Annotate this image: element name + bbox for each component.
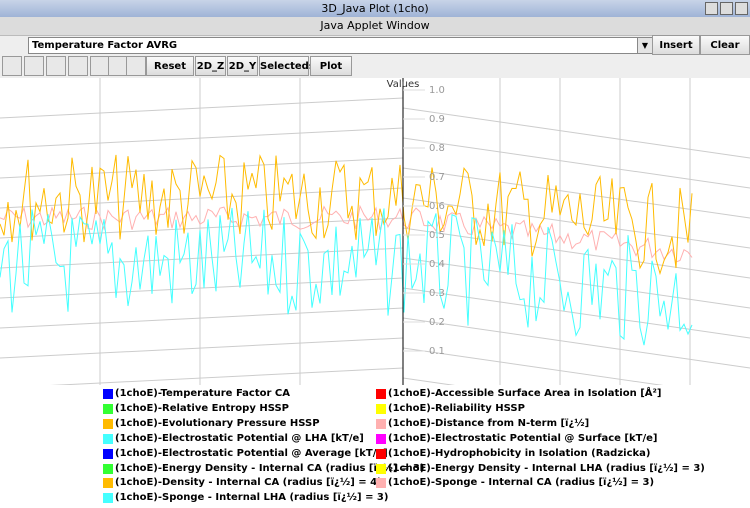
- legend-entry[interactable]: (1choE)-Temperature Factor CA: [115, 388, 290, 399]
- zoom-in-tool[interactable]: [24, 56, 44, 76]
- legend-swatch: [376, 463, 386, 474]
- tick-label: 0.7: [429, 172, 445, 183]
- grid-line: [402, 167, 750, 219]
- grid-line: [0, 187, 404, 209]
- plot-trace: [0, 207, 693, 346]
- move-tool[interactable]: [68, 56, 88, 76]
- legend-swatch: [376, 433, 386, 444]
- zoom-tool[interactable]: [2, 56, 22, 76]
- series-dropdown[interactable]: Temperature Factor AVRG: [28, 37, 641, 54]
- legend-swatch: [376, 403, 386, 414]
- legend-entry[interactable]: (1choE)-Evolutionary Pressure HSSP: [115, 417, 320, 429]
- legend-swatch: [376, 418, 386, 429]
- legend-entry[interactable]: (1choE)-Reliability HSSP: [388, 402, 525, 414]
- legend-swatch: [376, 448, 386, 459]
- tick-label: 0.9: [429, 114, 445, 125]
- toolbar-button[interactable]: Plot All: [310, 56, 352, 92]
- tick-label: 0.5: [429, 230, 445, 241]
- legend-entry[interactable]: (1choE)-Electrostatic Potential @ Averag…: [115, 447, 388, 459]
- legend-entry[interactable]: (1choE)-Energy Density - Internal CA (ra…: [115, 462, 425, 474]
- legend-swatch: [376, 478, 386, 489]
- legend-swatch: [103, 493, 113, 504]
- legend-entry[interactable]: (1choE)-Density - Internal CA (radius [ï…: [115, 477, 382, 489]
- toggle-tool[interactable]: [108, 56, 128, 76]
- legend-entry[interactable]: (1choE)-Energy Density - Internal LHA (r…: [388, 462, 705, 474]
- toggle-tool[interactable]: [126, 56, 146, 76]
- legend-swatch: [103, 448, 113, 459]
- grid-line: [402, 257, 750, 309]
- tick-label: 0.3: [429, 288, 445, 299]
- plot-trace: [0, 154, 693, 276]
- rotate-tool[interactable]: [46, 56, 66, 76]
- legend: (1choE)-Temperature Factor CA (1choE)-Acc…: [0, 385, 750, 508]
- legend-swatch: [103, 418, 113, 429]
- grid-line: [402, 287, 750, 339]
- applet-label: Java Applet Window: [0, 17, 750, 36]
- legend-entry[interactable]: (1choE)-Hydrophobicity in Isolation (Rad…: [388, 447, 651, 459]
- grid-line: [402, 347, 664, 385]
- legend-swatch: [103, 478, 113, 489]
- tick-label: 0.8: [429, 143, 445, 154]
- legend-entry[interactable]: (1choE)-Electrostatic Potential @ Surfac…: [388, 432, 658, 444]
- grid-line: [402, 317, 750, 369]
- legend-entry[interactable]: (1choE)-Relative Entropy HSSP: [115, 402, 289, 414]
- legend-swatch: [376, 389, 386, 399]
- title-bar: 3D_Java Plot (1cho): [0, 0, 750, 17]
- tick-label: 0.6: [429, 201, 445, 212]
- toolbar-button[interactable]: Reset 3D: [146, 56, 194, 92]
- legend-swatch: [103, 389, 113, 399]
- toolbar-button[interactable]: 2D_Y: [227, 56, 258, 76]
- tick-label: 1.0: [429, 85, 445, 96]
- grid-line: [50, 367, 404, 385]
- plot-area: Values 1.0 0.9 0.8 0.7 0.6 0.5 0.4 0.3 0.2 0.1: [0, 78, 750, 385]
- grid-line: [0, 337, 404, 359]
- legend-swatch: [103, 403, 113, 414]
- clear-button[interactable]: Clear: [700, 35, 750, 55]
- legend-entry[interactable]: (1choE)-Sponge - Internal LHA (radius [ï…: [115, 492, 389, 504]
- legend-entry[interactable]: (1choE)-Sponge - Internal CA (radius [ï¿…: [388, 477, 655, 489]
- tick-label: 0.1: [429, 346, 445, 357]
- toolbar-button[interactable]: Selecteds: [259, 56, 315, 76]
- tick-label: 0.2: [429, 317, 445, 328]
- toolbar-button[interactable]: 2D_Z: [195, 56, 226, 76]
- legend-entry[interactable]: (1choE)-Electrostatic Potential @ LHA [k…: [115, 432, 364, 444]
- legend-entry[interactable]: (1choE)-Accessible Surface Area in Isola…: [388, 388, 662, 399]
- grid-line: [0, 277, 404, 299]
- tick-label: 0.4: [429, 259, 445, 270]
- grid-line: [0, 307, 404, 329]
- legend-entry[interactable]: (1choE)-Distance from N-term [ï¿½]: [388, 417, 590, 429]
- plot-trace: [0, 204, 693, 263]
- insert-button[interactable]: Insert: [652, 35, 700, 55]
- axis-label: Values: [387, 79, 420, 90]
- legend-swatch: [103, 433, 113, 444]
- window-title: 3D_Java Plot (1cho): [321, 2, 429, 15]
- grid-line: [0, 97, 404, 119]
- grid-line: [402, 107, 750, 159]
- dropdown-arrow[interactable]: ▼: [637, 37, 653, 54]
- grid-line: [0, 127, 404, 149]
- grid-line: [402, 137, 750, 189]
- legend-swatch: [103, 463, 113, 474]
- fit-tool[interactable]: [90, 56, 110, 76]
- grid-line: [0, 217, 404, 239]
- window-controls[interactable]: [703, 2, 748, 20]
